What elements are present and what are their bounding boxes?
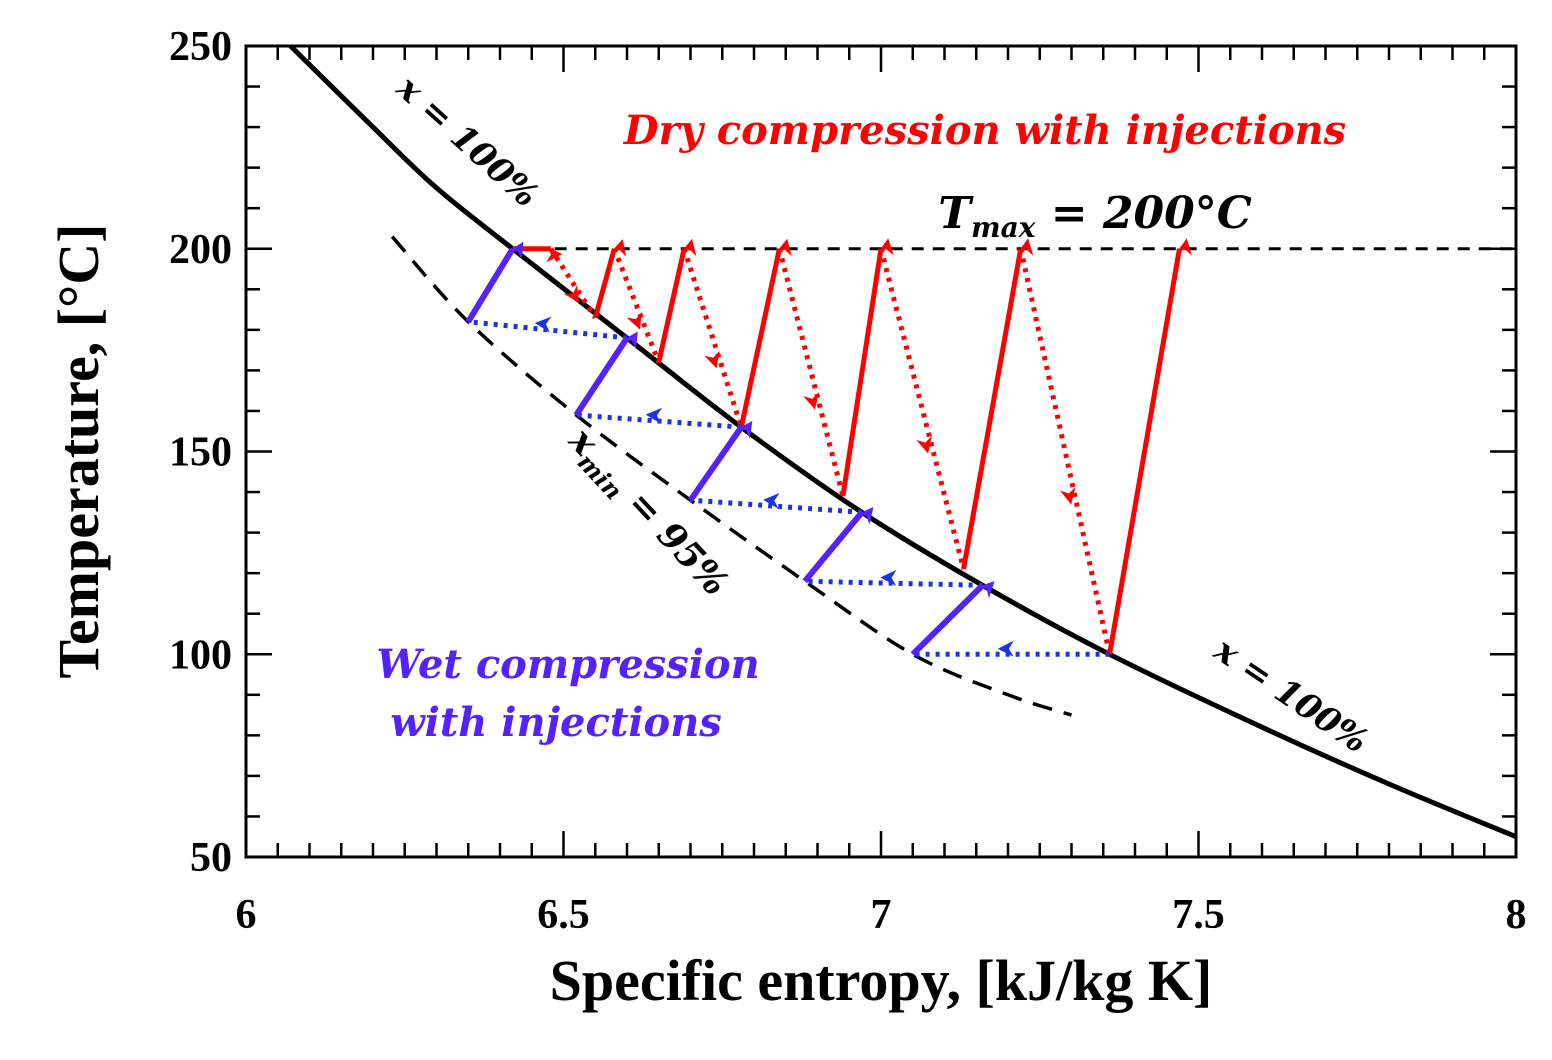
- tmax-label: Tmax = 200°C: [938, 188, 1252, 244]
- process-arrows: [465, 238, 1192, 657]
- wet-compression-label-line2: with injections: [390, 699, 722, 746]
- wet-compression-arrow: [910, 581, 995, 657]
- dry-compression-label: Dry compression with injections: [623, 107, 1346, 154]
- wet-compression-arrow: [802, 506, 874, 584]
- dry-injection-arrowhead: [916, 435, 932, 454]
- dry-compression-arrow: [961, 238, 1034, 570]
- y-axis-title: Temperature, [°C]: [46, 224, 111, 679]
- dry-injection-line: [548, 247, 598, 320]
- curves: [288, 44, 1517, 840]
- wet-injection-line: [804, 578, 983, 588]
- y-tick-label: 150: [169, 430, 232, 476]
- dry-compression-arrow: [592, 239, 627, 319]
- y-tick-label: 50: [190, 835, 232, 881]
- dry-compression-arrow: [738, 238, 792, 428]
- tick-labels: 6 6.5 7 7.5 8 50 100 150 200 250: [169, 24, 1527, 938]
- x-axis-title: Specific entropy, [kJ/kg K]: [550, 948, 1213, 1013]
- y-tick-label: 250: [169, 24, 232, 70]
- dry-injection-line: [776, 248, 846, 497]
- dry-injection-line: [681, 247, 744, 428]
- x-tick-label: 7.5: [1172, 892, 1225, 938]
- wet-injection-line: [576, 412, 742, 430]
- y-tick-label: 200: [169, 227, 232, 273]
- dry-compression-arrow: [840, 238, 894, 497]
- x-tick-label: 6.5: [537, 892, 590, 938]
- x-tick-label: 8: [1506, 892, 1527, 938]
- plot-frame: [244, 44, 1518, 859]
- wet-compression-arrow: [465, 241, 524, 324]
- dry-injection-line: [878, 248, 966, 570]
- y-tick-label: 100: [169, 632, 232, 678]
- saturation-curve: [288, 44, 1517, 840]
- wet-compression-arrow: [573, 331, 638, 417]
- dry-injection-arrowhead: [704, 350, 720, 369]
- saturation-label-upper: x = 100%: [388, 68, 546, 216]
- wet-compression-arrow: [688, 420, 753, 502]
- wet-injection-line: [467, 319, 628, 341]
- quality-curve: [390, 235, 1073, 717]
- wet-compression-label-line1: Wet compression: [376, 641, 759, 688]
- dry-compression-arrow: [656, 238, 697, 363]
- wet-injection-line: [690, 497, 863, 515]
- x-tick-label: 7: [871, 892, 892, 938]
- dry-injection-line: [611, 247, 662, 364]
- dry-injection-line: [1018, 248, 1113, 655]
- x-tick-label: 6: [236, 892, 257, 938]
- dry-compression-arrow: [1107, 238, 1192, 655]
